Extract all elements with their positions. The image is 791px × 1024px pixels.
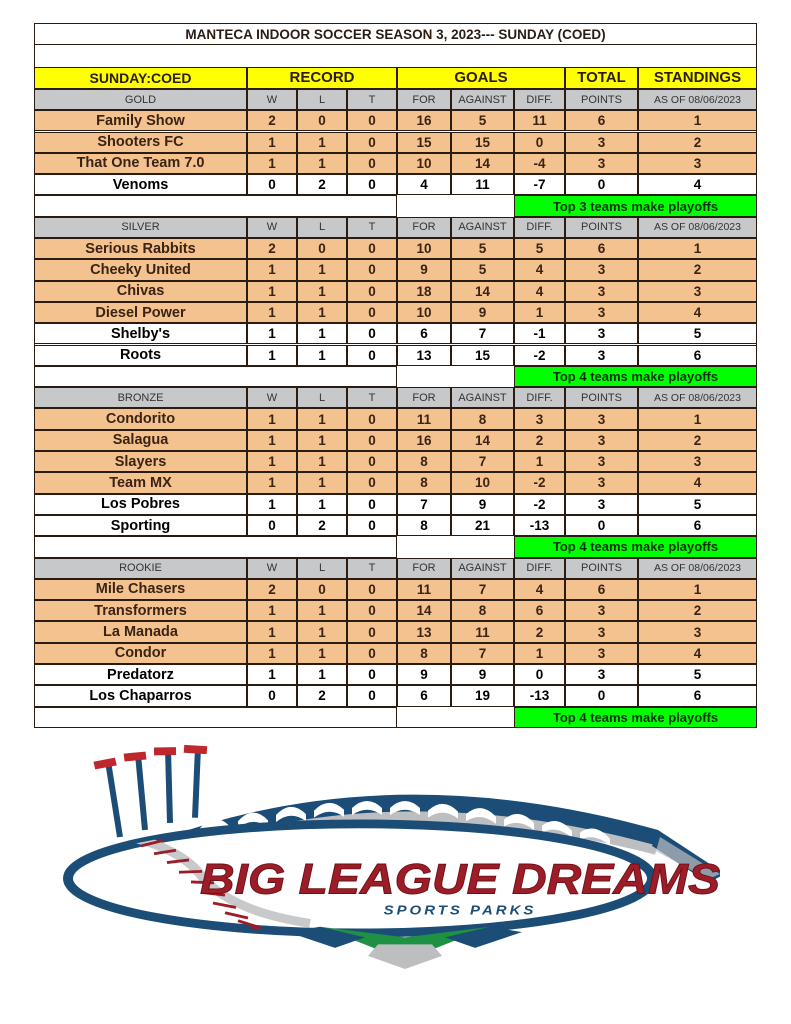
svg-text:BIG LEAGUE DREAMS: BIG LEAGUE DREAMS: [200, 855, 720, 903]
svg-text:SPORTS PARKS: SPORTS PARKS: [384, 902, 537, 917]
